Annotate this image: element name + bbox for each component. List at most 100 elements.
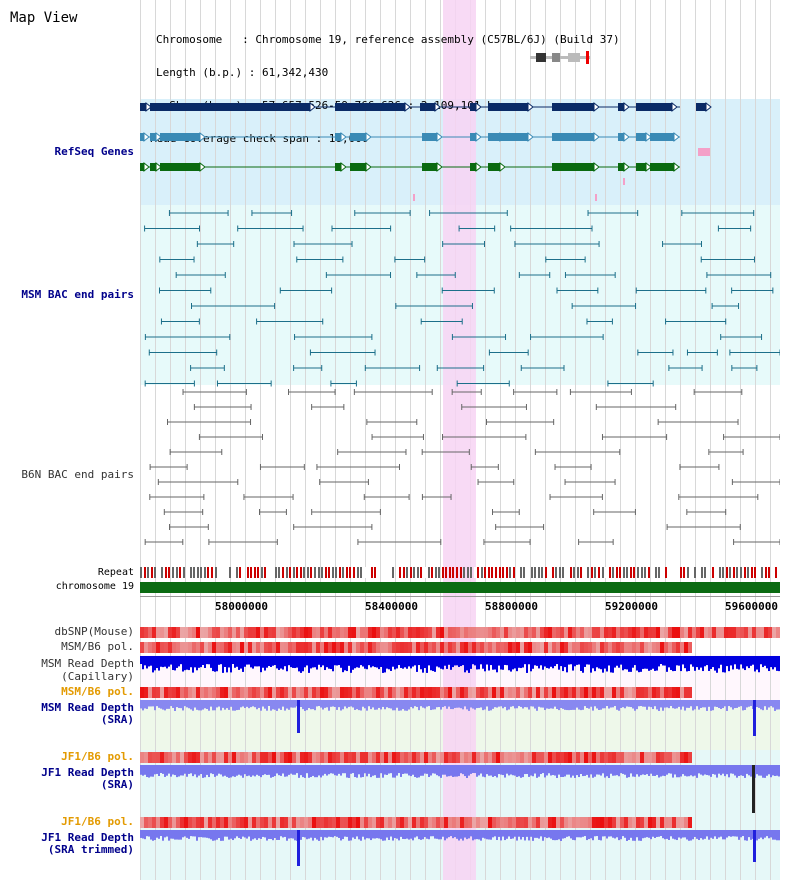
heatmap-cell <box>384 687 388 698</box>
msm-depth-capillary-bar <box>724 656 726 673</box>
jf1-depth-trimmed-bar <box>144 830 146 840</box>
jf1-depth-trimmed-bar <box>618 830 620 841</box>
msm-depth-capillary-bar <box>586 656 588 665</box>
heatmap-cell <box>600 627 604 638</box>
msm-depth-capillary-bar <box>412 656 414 667</box>
msm-depth-sra-bar <box>352 700 354 708</box>
jf1-depth-sra-bar <box>192 765 194 777</box>
msm-b6-pol-heatmap[interactable] <box>140 642 692 653</box>
msm-depth-capillary-bar <box>466 656 468 671</box>
repeat-track[interactable] <box>140 567 780 578</box>
jf1-depth-trimmed-bar <box>608 830 610 837</box>
msm-depth-sra-bar <box>778 700 780 710</box>
jf1-depth-sra-bar <box>446 765 448 777</box>
msm-depth-capillary-bar <box>778 656 780 672</box>
msm-depth-capillary-bar <box>442 656 444 670</box>
repeat-segment <box>392 567 395 578</box>
jf1-depth-trimmed-bar <box>702 830 704 840</box>
heatmap-cell <box>516 817 520 828</box>
msm-depth-sra-bar <box>212 700 214 711</box>
gene-row-3-exon <box>470 163 476 171</box>
msm-depth-sra-bar <box>406 700 408 711</box>
jf1-depth-trimmed-bar <box>206 830 208 838</box>
repeat-segment <box>438 567 441 578</box>
msm-depth-sra-bar <box>310 700 312 710</box>
jf1-depth-trimmed-bar <box>360 830 362 841</box>
jf1-depth-trimmed-bar <box>214 830 216 841</box>
chromosome-ideogram[interactable] <box>530 51 590 64</box>
msm-depth-capillary-plot[interactable] <box>140 656 780 686</box>
repeat-segment <box>324 567 327 578</box>
heatmap-cell <box>388 642 392 653</box>
region-highlight[interactable] <box>443 0 476 880</box>
heatmap-cell <box>648 817 652 828</box>
msm-depth-capillary-bar <box>180 656 182 665</box>
jf1-b6-pol-heatmap-2[interactable] <box>140 817 692 828</box>
jf1-depth-sra-bar <box>244 765 246 775</box>
msm-depth-sra-bar <box>640 700 642 707</box>
msm-depth-sra-bar <box>472 700 474 709</box>
jf1-depth-trimmed-bar <box>148 830 150 837</box>
jf1-depth-trimmed-bar <box>706 830 708 837</box>
heatmap-cell <box>252 817 256 828</box>
bac-end-pairs-track[interactable] <box>140 205 780 565</box>
jf1-depth-trimmed-bar <box>370 830 372 841</box>
heatmap-cell <box>612 817 616 828</box>
refseq-genes-track[interactable] <box>140 99 780 209</box>
heatmap-cell <box>220 687 224 698</box>
repeat-segment <box>523 567 526 578</box>
jf1-depth-sra-bar <box>660 765 662 777</box>
msm-depth-capillary-bar <box>226 656 228 673</box>
heatmap-cell <box>264 687 268 698</box>
repeat-segment <box>367 567 370 578</box>
jf1-depth-trimmed-bar <box>612 830 614 838</box>
jf1-depth-trimmed-plot[interactable] <box>140 830 780 870</box>
jf1-depth-sra-bar <box>684 765 686 776</box>
msm-depth-sra-bar <box>534 700 536 709</box>
heatmap-cell <box>668 627 672 638</box>
heatmap-cell <box>340 627 344 638</box>
repeat-segment <box>211 567 213 578</box>
heatmap-cell <box>240 627 244 638</box>
repeat-segment <box>168 567 171 578</box>
gene-row-2-exon <box>470 133 476 141</box>
heatmap-cell <box>288 642 292 653</box>
heatmap-cell <box>332 642 336 653</box>
msm-depth-sra-bar <box>474 700 476 710</box>
heatmap-cell <box>488 817 492 828</box>
msm-depth-capillary-bar <box>568 656 570 665</box>
jf1-depth-sra-plot[interactable] <box>140 765 780 815</box>
jf1-depth-sra-bar <box>346 765 348 778</box>
msm-depth-capillary-bar <box>160 656 162 667</box>
jf1-depth-sra-bar <box>632 765 634 777</box>
heatmap-cell <box>608 687 612 698</box>
jf1-b6-pol-heatmap[interactable] <box>140 752 692 763</box>
msm-depth-sra-plot[interactable] <box>140 700 780 740</box>
msm-depth-capillary-bar <box>604 656 606 669</box>
msm-depth-sra-bar <box>774 700 776 711</box>
heatmap-cell <box>420 817 424 828</box>
grid-line <box>155 0 156 880</box>
heatmap-cell <box>224 627 228 638</box>
msm-b6-pol-heatmap-2[interactable] <box>140 687 692 698</box>
heatmap-cell <box>312 687 316 698</box>
jf1-depth-trimmed-bar <box>550 830 552 839</box>
msm-depth-sra-bar <box>466 700 468 710</box>
heatmap-cell <box>276 817 280 828</box>
heatmap-cell <box>148 752 152 763</box>
grid-line <box>515 0 516 880</box>
heatmap-cell <box>204 752 208 763</box>
jf1-depth-trimmed-bar <box>164 830 166 838</box>
jf1-depth-sra-bar <box>322 765 324 776</box>
jf1-depth-sra-bar <box>350 765 352 774</box>
msm-depth-sra-bar <box>660 700 662 708</box>
chromosome-bar[interactable] <box>140 582 780 593</box>
msm-depth-sra-bar <box>544 700 546 711</box>
msm-depth-capillary-bar <box>576 656 578 665</box>
msm-depth-capillary-bar <box>310 656 312 669</box>
msm-depth-sra-bar <box>608 700 610 709</box>
dbsnp-heatmap[interactable] <box>140 627 780 638</box>
heatmap-cell <box>668 642 672 653</box>
heatmap-cell <box>592 627 596 638</box>
jf1-depth-trimmed-bar <box>498 830 500 837</box>
